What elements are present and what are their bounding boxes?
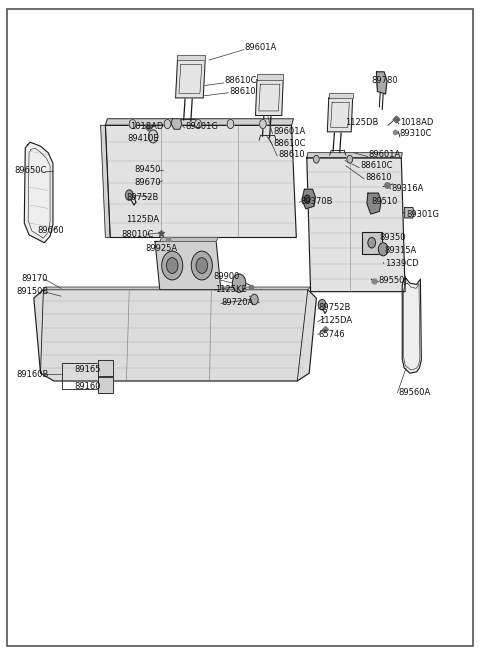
Circle shape [167, 257, 178, 273]
Circle shape [378, 243, 388, 255]
Polygon shape [302, 189, 315, 209]
Text: 1339CD: 1339CD [384, 259, 418, 268]
Text: 89601A: 89601A [245, 43, 277, 52]
Text: 89150B: 89150B [17, 287, 49, 296]
Text: 89301G: 89301G [406, 210, 439, 219]
Circle shape [227, 119, 234, 128]
Circle shape [313, 155, 319, 163]
Text: 89315A: 89315A [384, 246, 417, 255]
Polygon shape [160, 238, 218, 242]
Polygon shape [307, 153, 402, 158]
Polygon shape [327, 98, 353, 132]
Circle shape [368, 238, 375, 248]
Polygon shape [43, 287, 311, 290]
Text: 89160: 89160 [74, 382, 100, 390]
Text: 89310C: 89310C [400, 129, 432, 138]
Circle shape [129, 119, 136, 128]
Circle shape [196, 257, 207, 273]
Text: 89316A: 89316A [392, 184, 424, 193]
Text: 88010C: 88010C [121, 230, 154, 238]
Text: 89601A: 89601A [369, 150, 401, 159]
Polygon shape [106, 125, 296, 238]
Polygon shape [106, 119, 293, 125]
Polygon shape [24, 142, 53, 243]
Polygon shape [329, 93, 353, 98]
Text: 89670: 89670 [134, 178, 161, 187]
Polygon shape [98, 360, 113, 376]
Text: 1125DA: 1125DA [319, 316, 352, 326]
Polygon shape [307, 158, 405, 291]
Text: 89550J: 89550J [378, 276, 407, 285]
Text: 89601A: 89601A [274, 127, 306, 136]
Text: 1125DB: 1125DB [345, 117, 378, 126]
Circle shape [251, 294, 258, 305]
Text: 88610: 88610 [365, 173, 392, 182]
Text: 88610: 88610 [229, 87, 256, 96]
Polygon shape [255, 80, 283, 115]
Text: 89165: 89165 [74, 365, 100, 375]
Bar [362, 232, 382, 253]
Circle shape [192, 251, 212, 280]
Text: 89925A: 89925A [145, 244, 178, 253]
Circle shape [195, 119, 201, 128]
Text: 89160B: 89160B [17, 370, 49, 379]
Text: 89401G: 89401G [185, 122, 218, 131]
Text: 89752B: 89752B [126, 193, 159, 202]
Polygon shape [257, 75, 283, 80]
Text: 89410E: 89410E [128, 134, 159, 143]
Circle shape [232, 274, 246, 292]
Text: 89720A: 89720A [222, 298, 254, 307]
Text: 89350: 89350 [380, 233, 407, 242]
Text: 88610C: 88610C [225, 77, 257, 85]
Text: 89752B: 89752B [319, 303, 351, 312]
Circle shape [304, 195, 310, 203]
Circle shape [148, 130, 158, 143]
Circle shape [347, 155, 353, 163]
Text: 88610C: 88610C [360, 161, 393, 170]
Text: 89370B: 89370B [300, 197, 333, 206]
Polygon shape [98, 377, 113, 393]
Circle shape [164, 119, 171, 128]
Text: 89660: 89660 [37, 227, 64, 235]
Polygon shape [34, 290, 316, 381]
Circle shape [162, 251, 183, 280]
Text: 88610: 88610 [278, 150, 305, 159]
Polygon shape [171, 119, 182, 129]
Polygon shape [376, 72, 387, 94]
Text: 85746: 85746 [319, 329, 346, 339]
Circle shape [318, 299, 326, 310]
Text: 89450: 89450 [134, 165, 160, 174]
Circle shape [125, 190, 133, 200]
Text: 1125DA: 1125DA [126, 215, 159, 224]
Polygon shape [405, 208, 414, 218]
Polygon shape [178, 55, 205, 60]
Text: 89560A: 89560A [398, 388, 431, 397]
Circle shape [260, 119, 266, 128]
Polygon shape [176, 60, 205, 98]
Text: 89900: 89900 [214, 272, 240, 281]
Polygon shape [367, 193, 381, 214]
Text: 1018AD: 1018AD [130, 122, 164, 131]
Text: 89510: 89510 [372, 197, 398, 206]
Polygon shape [101, 125, 110, 238]
Text: 89170: 89170 [22, 274, 48, 283]
Text: 1125KE: 1125KE [215, 285, 247, 294]
Text: 88610C: 88610C [274, 139, 306, 148]
Polygon shape [402, 278, 421, 373]
Text: 1018AD: 1018AD [400, 117, 433, 126]
Polygon shape [155, 242, 221, 290]
Text: 89780: 89780 [371, 77, 398, 85]
Text: 89650C: 89650C [15, 166, 47, 176]
